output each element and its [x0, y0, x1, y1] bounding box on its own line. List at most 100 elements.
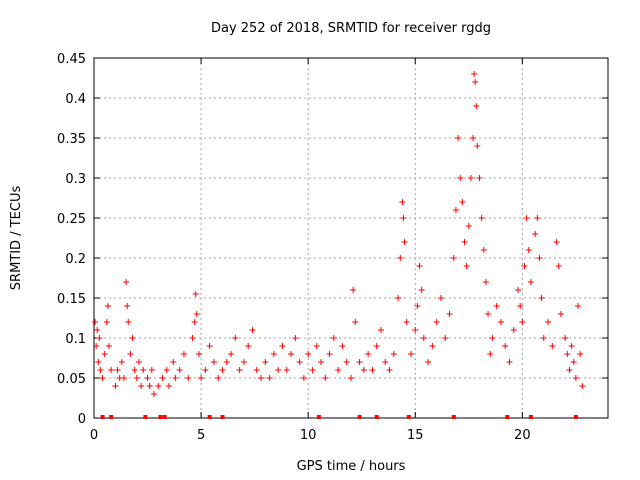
data-point	[350, 287, 357, 293]
axis-tick-labels: 0 0.05 0.1 0.15 0.2 0.25 0.3 0.35 0.4 0.45 0 5 10 15 2…	[57, 52, 531, 443]
data-point	[270, 351, 277, 357]
data-point	[575, 303, 582, 309]
data-point	[99, 375, 106, 381]
data-point	[195, 351, 202, 357]
data-point	[549, 343, 556, 349]
data-point	[189, 335, 196, 341]
data-point	[446, 311, 453, 317]
data-point	[93, 343, 100, 349]
chart-title: Day 252 of 2018, SRMTID for receiver rgd…	[211, 21, 491, 36]
data-point	[485, 311, 492, 317]
data-point	[497, 319, 504, 325]
data-point	[487, 351, 494, 357]
data-point	[463, 263, 470, 269]
data-point	[94, 327, 101, 333]
baseline-marker	[505, 415, 510, 419]
data-point	[266, 375, 273, 381]
data-point	[433, 319, 440, 325]
x-tick-label: 5	[197, 428, 205, 443]
x-tick-label: 20	[514, 428, 531, 443]
data-point	[330, 335, 337, 341]
data-point	[555, 263, 562, 269]
data-point	[114, 367, 121, 373]
data-point	[474, 143, 481, 149]
data-point	[124, 303, 131, 309]
data-point	[566, 367, 573, 373]
data-point	[403, 319, 410, 325]
data-point	[309, 367, 316, 373]
data-point	[450, 255, 457, 261]
data-point	[525, 247, 532, 253]
data-point	[467, 175, 474, 181]
data-point	[283, 367, 290, 373]
data-point	[510, 327, 517, 333]
y-tick-label: 0.2	[65, 252, 86, 267]
data-point	[523, 215, 530, 221]
data-point	[472, 79, 479, 85]
data-point	[97, 367, 104, 373]
data-point	[459, 199, 466, 205]
data-point	[146, 383, 153, 389]
data-point	[95, 359, 102, 365]
data-point	[104, 303, 111, 309]
data-point	[240, 359, 247, 365]
data-point	[506, 359, 513, 365]
data-point	[553, 239, 560, 245]
data-point	[502, 343, 509, 349]
data-point	[176, 367, 183, 373]
grid-lines	[94, 58, 608, 418]
data-point	[461, 239, 468, 245]
data-point	[568, 343, 575, 349]
data-point	[180, 351, 187, 357]
data-point	[326, 351, 333, 357]
data-point	[210, 359, 217, 365]
data-point	[249, 327, 256, 333]
data-point	[219, 367, 226, 373]
y-axis-label: SRMTID / TECUs	[9, 186, 24, 291]
data-point	[123, 279, 130, 285]
baseline-marker	[220, 415, 225, 419]
data-point	[579, 383, 586, 389]
axis-ticks	[93, 57, 608, 419]
data-point	[170, 359, 177, 365]
data-point	[482, 279, 489, 285]
data-point	[215, 375, 222, 381]
data-point	[414, 303, 421, 309]
data-point	[412, 327, 419, 333]
data-point	[465, 223, 472, 229]
y-tick-label: 0.15	[57, 292, 86, 307]
data-point	[471, 71, 478, 77]
data-point	[103, 319, 110, 325]
y-tick-label: 0.1	[65, 332, 86, 347]
baseline-marker	[451, 415, 456, 419]
data-point	[288, 351, 295, 357]
data-point	[360, 367, 367, 373]
data-point	[165, 383, 172, 389]
data-point	[538, 295, 545, 301]
data-point	[527, 279, 534, 285]
data-point	[253, 367, 260, 373]
data-point	[159, 375, 166, 381]
data-point	[198, 375, 205, 381]
data-point	[206, 343, 213, 349]
data-point	[517, 303, 524, 309]
data-point	[407, 351, 414, 357]
data-point	[191, 319, 198, 325]
data-point	[437, 295, 444, 301]
data-point	[192, 291, 199, 297]
data-point	[300, 375, 307, 381]
baseline-marker	[100, 415, 105, 419]
data-point	[140, 367, 147, 373]
data-point	[335, 367, 342, 373]
data-point	[313, 343, 320, 349]
data-point	[455, 135, 462, 141]
data-point	[534, 215, 541, 221]
data-point	[386, 367, 393, 373]
data-point	[420, 335, 427, 341]
data-point	[163, 367, 170, 373]
baseline-marker	[573, 415, 578, 419]
data-point	[452, 207, 459, 213]
data-point	[377, 327, 384, 333]
data-point	[339, 343, 346, 349]
plot-frame	[93, 57, 609, 419]
